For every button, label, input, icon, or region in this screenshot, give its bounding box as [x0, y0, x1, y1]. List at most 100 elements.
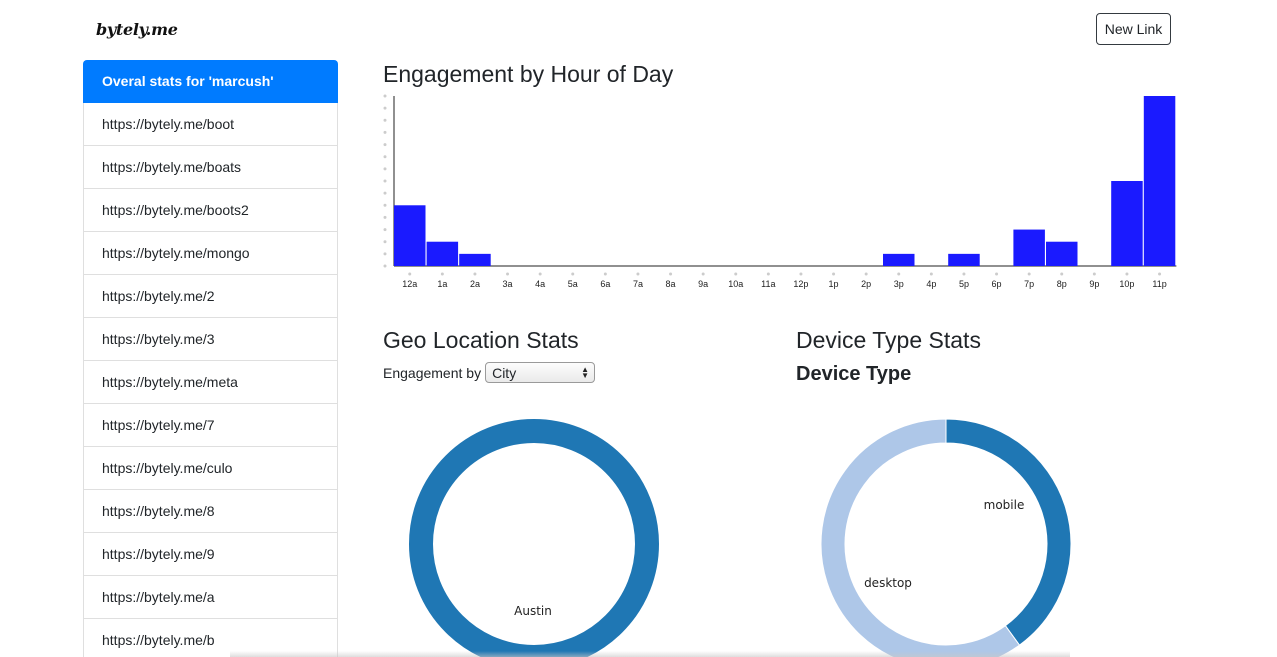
x-tick-label: 8a	[666, 279, 676, 289]
bar-1a	[426, 241, 459, 266]
sidebar-item-link[interactable]: https://bytely.me/a	[83, 576, 338, 619]
x-tick	[929, 272, 933, 276]
y-tick	[383, 167, 387, 171]
x-tick-label: 4a	[535, 279, 545, 289]
x-tick	[408, 272, 412, 276]
engagement-by-select-value: City	[492, 364, 517, 381]
slice-label: desktop	[864, 576, 912, 590]
engagement-by-row: Engagement by City ▲ ▼	[383, 362, 596, 383]
x-tick	[669, 272, 673, 276]
sidebar-item-link[interactable]: https://bytely.me/mongo	[83, 232, 338, 275]
bar-10p	[1111, 181, 1143, 266]
x-tick-label: 8p	[1057, 279, 1067, 289]
x-tick-label: 4p	[926, 279, 936, 289]
slice-Austin	[409, 419, 659, 657]
x-tick-label: 3a	[503, 279, 513, 289]
sidebar-item-link[interactable]: https://bytely.me/boats	[83, 146, 338, 189]
x-tick	[1092, 272, 1096, 276]
select-arrows-icon: ▲ ▼	[581, 364, 590, 380]
y-tick	[383, 240, 387, 244]
x-tick	[832, 272, 836, 276]
sidebar-link-list: Overal stats for 'marcush' https://bytel…	[83, 60, 338, 657]
device-type-subtitle: Device Type	[796, 363, 912, 385]
x-tick	[799, 272, 803, 276]
x-tick	[1125, 272, 1129, 276]
x-tick-label: 2a	[470, 279, 480, 289]
x-tick	[701, 272, 705, 276]
x-tick	[995, 272, 999, 276]
y-tick	[383, 130, 387, 134]
geo-donut-chart: Austin	[409, 419, 659, 657]
device-donut-chart: mobile desktop	[820, 418, 1072, 657]
sidebar-item-link[interactable]: https://bytely.me/culo	[83, 447, 338, 490]
x-tick	[766, 272, 770, 276]
scroll-fade	[230, 651, 1070, 657]
x-tick-label: 2p	[861, 279, 871, 289]
x-tick-label: 7p	[1024, 279, 1034, 289]
x-tick	[1027, 272, 1031, 276]
engagement-bar-chart: 12a 1a 2a 3a 4a 5a 6a 7a 8a 9a 10a 11a 12p 1p 2p 3p 4p 5p…	[383, 94, 1177, 289]
x-tick-label: 5a	[568, 279, 578, 289]
x-tick	[538, 272, 542, 276]
x-tick-label: 11a	[761, 279, 775, 289]
sidebar-item-link[interactable]: https://bytely.me/8	[83, 490, 338, 533]
x-tick-label: 12p	[793, 279, 808, 289]
engagement-chart-title: Engagement by Hour of Day	[383, 61, 674, 87]
slice-mobile	[945, 418, 1072, 646]
bar-12a	[394, 205, 426, 266]
x-tick-label: 7a	[633, 279, 643, 289]
x-tick	[1060, 272, 1064, 276]
y-tick	[383, 191, 387, 195]
x-tick-label: 3p	[894, 279, 904, 289]
x-tick	[636, 272, 640, 276]
sidebar-item-link[interactable]: https://bytely.me/3	[83, 318, 338, 361]
sidebar-item-overall-stats[interactable]: Overal stats for 'marcush'	[83, 60, 338, 103]
sidebar-item-link[interactable]: https://bytely.me/b	[83, 619, 338, 657]
x-tick-label: 6p	[992, 279, 1002, 289]
slice-label: Austin	[514, 604, 552, 618]
bar-11p	[1143, 96, 1176, 266]
sidebar-item-link[interactable]: https://bytely.me/7	[83, 404, 338, 447]
x-tick	[506, 272, 510, 276]
y-tick	[383, 215, 387, 219]
slice-label: mobile	[984, 498, 1025, 512]
x-tick-label: 9p	[1089, 279, 1099, 289]
y-tick	[383, 203, 387, 207]
x-tick-label: 5p	[959, 279, 969, 289]
x-tick	[473, 272, 477, 276]
sidebar-item-link[interactable]: https://bytely.me/9	[83, 533, 338, 576]
y-tick	[383, 179, 387, 183]
brand-logo[interactable]: bytely.me	[96, 20, 178, 39]
bar-8p	[1046, 241, 1078, 266]
x-tick-label: 1a	[437, 279, 447, 289]
x-tick	[734, 272, 738, 276]
x-tick	[571, 272, 575, 276]
y-tick	[383, 252, 387, 256]
sidebar-item-link[interactable]: https://bytely.me/boot	[83, 103, 338, 146]
y-tick	[383, 155, 387, 159]
x-tick-label: 6a	[600, 279, 610, 289]
x-tick-label: 10a	[728, 279, 743, 289]
x-tick-label: 10p	[1119, 279, 1134, 289]
engagement-by-label: Engagement by	[383, 364, 482, 381]
sidebar-item-link[interactable]: https://bytely.me/2	[83, 275, 338, 318]
new-link-button[interactable]: New Link	[1096, 13, 1171, 45]
x-tick-label: 9a	[698, 279, 708, 289]
bar-7p	[1013, 229, 1045, 266]
sidebar-item-link[interactable]: https://bytely.me/meta	[83, 361, 338, 404]
geo-stats-title: Geo Location Stats	[383, 327, 579, 353]
y-tick	[383, 143, 387, 147]
x-tick	[864, 272, 868, 276]
x-tick-label: 1p	[829, 279, 839, 289]
sidebar-item-link[interactable]: https://bytely.me/boots2	[83, 189, 338, 232]
bar-3p	[883, 253, 915, 266]
x-tick	[962, 272, 966, 276]
x-tick	[440, 272, 444, 276]
bar-5p	[948, 253, 980, 266]
engagement-by-select[interactable]: City ▲ ▼	[485, 362, 596, 383]
device-stats-title: Device Type Stats	[796, 327, 981, 353]
x-tick	[1158, 272, 1162, 276]
y-tick	[383, 228, 387, 232]
y-tick	[383, 118, 387, 122]
x-tick-label: 11p	[1152, 279, 1166, 289]
